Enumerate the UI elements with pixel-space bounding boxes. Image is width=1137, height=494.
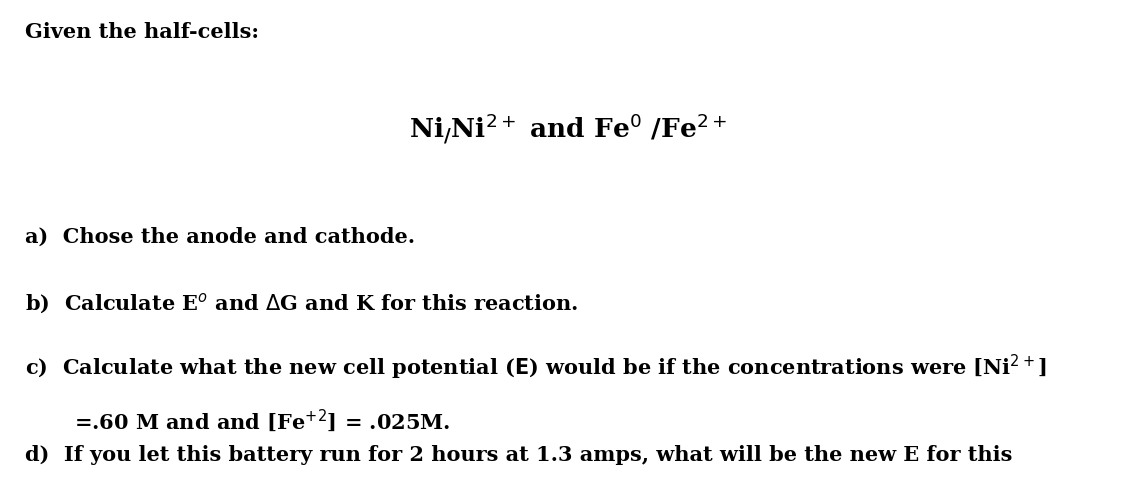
- Text: Ni$_{\mathregular{/}}$Ni$^{2+}$ and Fe$^{0}$ /Fe$^{2+}$: Ni$_{\mathregular{/}}$Ni$^{2+}$ and Fe$^…: [409, 112, 728, 145]
- Text: a)  Chose the anode and cathode.: a) Chose the anode and cathode.: [25, 227, 415, 247]
- Text: Given the half-cells:: Given the half-cells:: [25, 22, 259, 42]
- Text: d)  If you let this battery run for 2 hours at 1.3 amps, what will be the new E : d) If you let this battery run for 2 hou…: [25, 445, 1012, 464]
- Text: c)  Calculate what the new cell potential ($\mathbf{E}$) would be if the concent: c) Calculate what the new cell potential…: [25, 353, 1047, 382]
- Text: b)  Calculate E$^{o}$ and $\Delta$G and K for this reaction.: b) Calculate E$^{o}$ and $\Delta$G and K…: [25, 291, 579, 316]
- Text: =.60 M and and [Fe$^{+2}$] = .025M.: =.60 M and and [Fe$^{+2}$] = .025M.: [74, 408, 450, 434]
